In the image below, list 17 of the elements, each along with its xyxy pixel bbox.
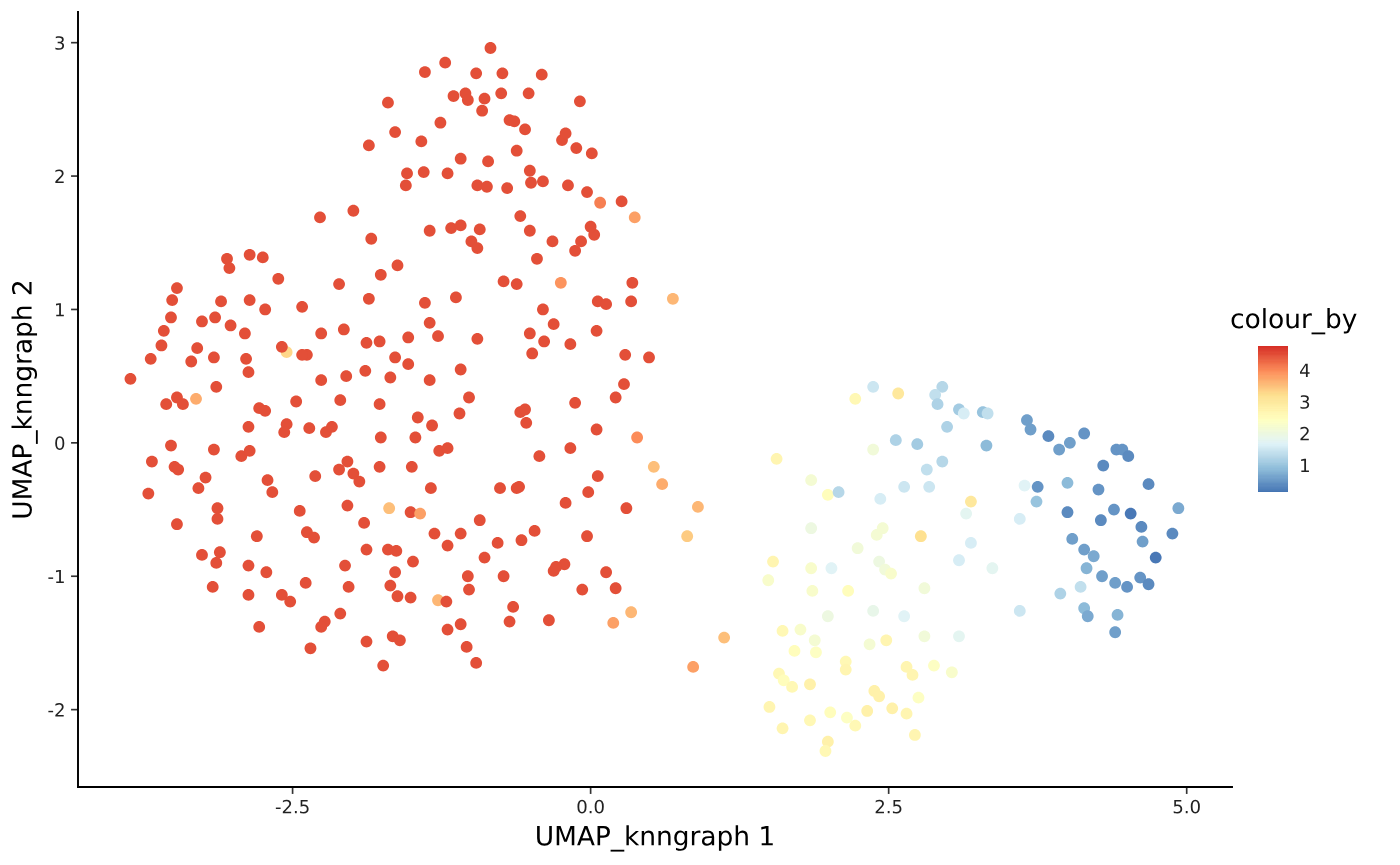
y-tick-label: 1 [56,303,64,317]
y-axis-title: UMAP_knngraph 2 [11,281,38,518]
x-tick-label: 2.5 [875,799,902,814]
color-bar-label: 3 [1300,395,1310,409]
y-tick-label: 0 [55,436,65,450]
y-tick-label: -1 [48,569,64,584]
color-bar-label: 4 [1299,363,1310,377]
color-bar-label: 1 [1301,458,1309,472]
x-tick-label: -2.5 [275,799,309,814]
x-tick-label: 5.0 [1173,799,1200,814]
x-tick-label: 0.0 [577,799,604,814]
y-tick-label: 2 [55,169,64,183]
x-axis-title: UMAP_knngraph 1 [537,825,773,852]
y-tick-label: -2 [48,703,64,717]
y-tick-label: 3 [55,36,65,50]
color-bar-label: 2 [1300,426,1309,441]
color-bar-title: colour_by [1231,308,1357,335]
